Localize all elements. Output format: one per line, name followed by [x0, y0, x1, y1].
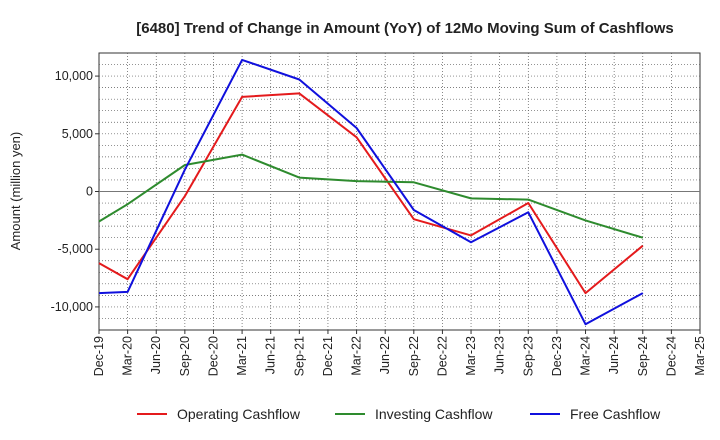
- x-tick-label: Sep-24: [636, 336, 650, 376]
- legend: Operating Cashflow Investing Cashflow Free…: [137, 406, 661, 422]
- x-tick-label: Sep-20: [178, 336, 192, 376]
- y-tick-label: 0: [86, 185, 93, 199]
- x-tick-label: Mar-25: [693, 336, 707, 376]
- x-tick-label: Sep-21: [292, 336, 306, 376]
- grid-layer: [98, 52, 701, 331]
- x-tick-label: Jun-21: [264, 336, 278, 374]
- y-axis-label: Amount (million yen): [8, 132, 23, 251]
- x-tick-label: Mar-21: [235, 336, 249, 376]
- x-tick-label: Sep-22: [407, 336, 421, 376]
- x-tick-label: Jun-24: [607, 336, 621, 374]
- x-tick-label: Dec-21: [321, 336, 335, 376]
- y-tick-label: 10,000: [55, 69, 93, 83]
- legend-label: Investing Cashflow: [375, 406, 493, 422]
- x-tick-label: Mar-20: [121, 336, 135, 376]
- x-tick-label: Jun-22: [378, 336, 392, 374]
- x-tick-label: Mar-24: [579, 336, 593, 376]
- series-line-2: [98, 153, 644, 239]
- legend-label: Free Cashflow: [570, 406, 661, 422]
- x-tick-label: Jun-20: [149, 336, 163, 374]
- series-layer: [98, 58, 644, 326]
- series-line-1: [98, 92, 644, 295]
- x-tick-label: Sep-23: [521, 336, 535, 376]
- series-line-3: [98, 58, 644, 326]
- chart-title: [6480] Trend of Change in Amount (YoY) o…: [136, 20, 674, 37]
- legend-label: Operating Cashflow: [177, 406, 301, 422]
- x-tick-label: Mar-23: [464, 336, 478, 376]
- x-tick-label: Mar-22: [350, 336, 364, 376]
- x-tick-label: Dec-22: [435, 336, 449, 376]
- x-tick-label: Dec-23: [550, 336, 564, 376]
- y-tick-label: -10,000: [51, 300, 93, 314]
- x-tick-label: Dec-20: [206, 336, 220, 376]
- x-tick-label: Dec-19: [92, 336, 106, 376]
- x-tick-label: Dec-24: [664, 336, 678, 376]
- axis-layer: 10,000 5,000 0 -5,000 -10,000 Dec-19 Mar-20 Jun…: [51, 69, 707, 376]
- y-tick-label: 5,000: [62, 127, 93, 141]
- x-tick-label: Jun-23: [493, 336, 507, 374]
- y-tick-label: -5,000: [58, 242, 93, 256]
